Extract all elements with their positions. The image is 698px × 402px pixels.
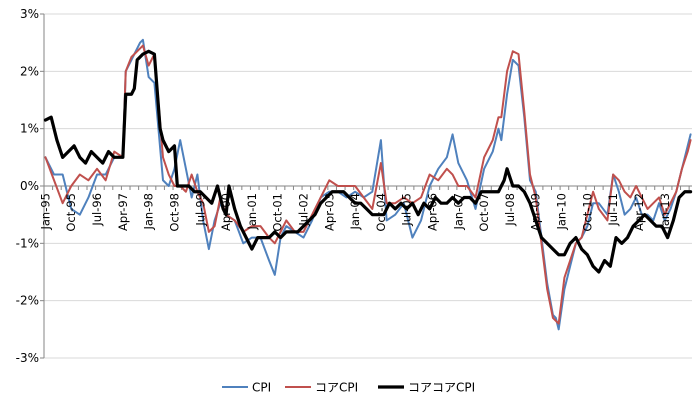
y-tick-label: 1%: [20, 122, 39, 136]
x-tick-label: Jul-11: [606, 193, 620, 227]
series-line-2: [44, 44, 692, 325]
legend-label-1: CPI: [252, 381, 271, 395]
x-tick-label: Jan-07: [451, 193, 465, 231]
x-tick-label: Jan-04: [348, 193, 362, 231]
x-tick-label: Jan-98: [142, 193, 156, 231]
x-tick-label: Jan-13: [658, 193, 672, 231]
x-tick-label: Oct-01: [271, 193, 285, 232]
x-tick-label: Jul-96: [90, 193, 104, 227]
x-tick-label: Jul-05: [400, 193, 414, 227]
x-tick-label: Jan-10: [555, 193, 569, 231]
x-tick-label: Jan-95: [38, 193, 52, 231]
x-tick-label: Apr-03: [322, 193, 336, 231]
y-tick-label: -2%: [16, 294, 39, 308]
x-tick-label: Apr-97: [116, 193, 130, 231]
y-axis-tick-labels: -3% -2% -1% 0% 1% 2% 3%: [16, 7, 39, 365]
y-tick-label: -3%: [16, 351, 39, 365]
x-tick-label: Oct-07: [477, 193, 491, 232]
x-axis-tick-labels: Jan-95 Oct-95 Jul-96 Apr-97 Jan-98 Oct-98 Jul-…: [38, 193, 671, 232]
x-tick-label: Oct-10: [580, 193, 594, 232]
x-tick-label: Jul-99: [193, 193, 207, 227]
y-tick-label: -1%: [16, 236, 39, 250]
x-tick-label: Oct-95: [64, 193, 78, 232]
series-line-3: [43, 49, 693, 274]
x-tick-label: Apr-06: [426, 193, 440, 231]
y-tick-label: 3%: [20, 7, 39, 21]
x-tick-label: Jul-02: [296, 193, 310, 227]
y-tick-label: 0%: [20, 179, 39, 193]
legend-label-3: コアコアCPI: [408, 381, 475, 395]
series-line-1: [44, 38, 692, 331]
y-tick-label: 2%: [20, 64, 39, 78]
x-tick-label: Jan-01: [245, 193, 259, 231]
x-tick-label: Apr-12: [632, 193, 646, 231]
gridlines: [44, 13, 692, 359]
x-tick-label: Oct-98: [167, 193, 181, 232]
x-tick-label: Apr-00: [219, 193, 233, 231]
legend-label-2: コアCPI: [315, 381, 358, 395]
x-tick-label: Oct-04: [374, 193, 388, 232]
x-tick-label: Jul-08: [503, 193, 517, 227]
axes: [40, 13, 692, 359]
x-tick-label: Apr-09: [529, 193, 543, 231]
legend: CPI コアCPI コアコアCPI: [222, 381, 475, 395]
series-lines: [43, 38, 693, 331]
